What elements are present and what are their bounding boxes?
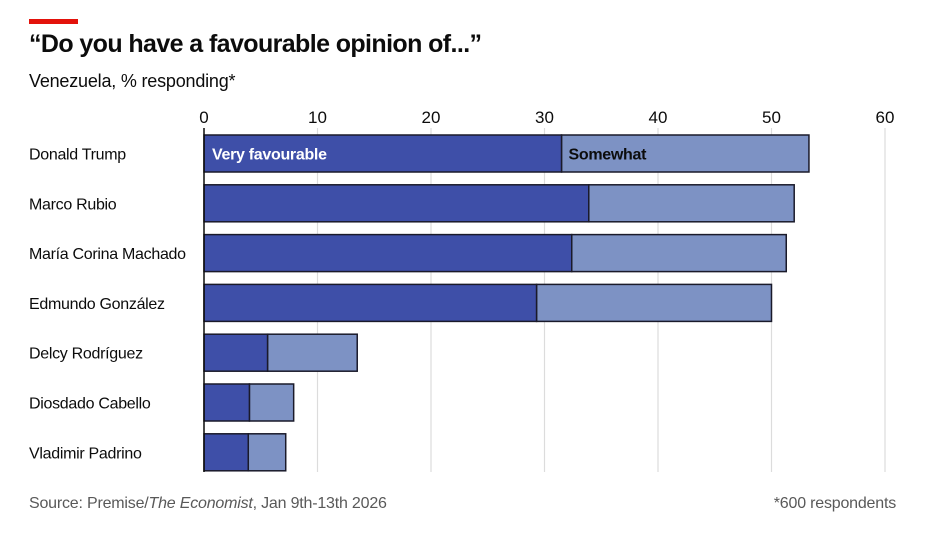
category-label: María Corina Machado [29,246,186,263]
category-label: Vladimir Padrino [29,445,142,462]
x-tick-label: 40 [649,108,668,127]
x-tick-label: 20 [422,108,441,127]
category-label: Delcy Rodríguez [29,346,143,363]
chart-title: “Do you have a favourable opinion of...” [29,30,482,58]
source-prefix: Source: Premise/ [29,495,149,512]
bar-very-favourable [203,333,269,372]
bar-somewhat [247,433,287,472]
category-label: Marco Rubio [29,196,117,213]
respondents-note: *600 respondents [773,495,896,512]
bar-somewhat [560,134,810,173]
bar-very-favourable [203,233,573,273]
bar-very-favourable [203,184,590,223]
bar-very-favourable [203,283,538,323]
bar-somewhat [266,333,358,372]
bar-somewhat [535,283,773,323]
category-label: Diosdado Cabello [29,396,151,413]
chart-subtitle: Venezuela, % responding* [29,71,236,91]
bar-very-favourable [203,433,250,472]
x-tick-label: 0 [199,108,208,127]
bar-somewhat [248,383,295,422]
category-label: Edmundo González [29,296,165,313]
bar-very-favourable [203,383,251,422]
legend-label-somewhat: Somewhat [569,147,648,164]
x-tick-label: 10 [308,108,327,127]
source-note: Source: Premise/The Economist, Jan 9th-1… [29,495,387,513]
bar-very-favourable [203,134,563,173]
x-tick-label: 30 [535,108,554,127]
x-tick-label: 60 [876,108,895,127]
category-label: Donald Trump [29,147,126,164]
bar-somewhat [588,184,795,223]
source-suffix: , Jan 9th-13th 2026 [252,495,387,512]
x-tick-label: 50 [762,108,781,127]
bar-somewhat [570,233,788,273]
source-publication: The Economist [148,495,253,512]
accent-rule [29,19,78,24]
legend-label-very-favourable: Very favourable [212,147,327,164]
